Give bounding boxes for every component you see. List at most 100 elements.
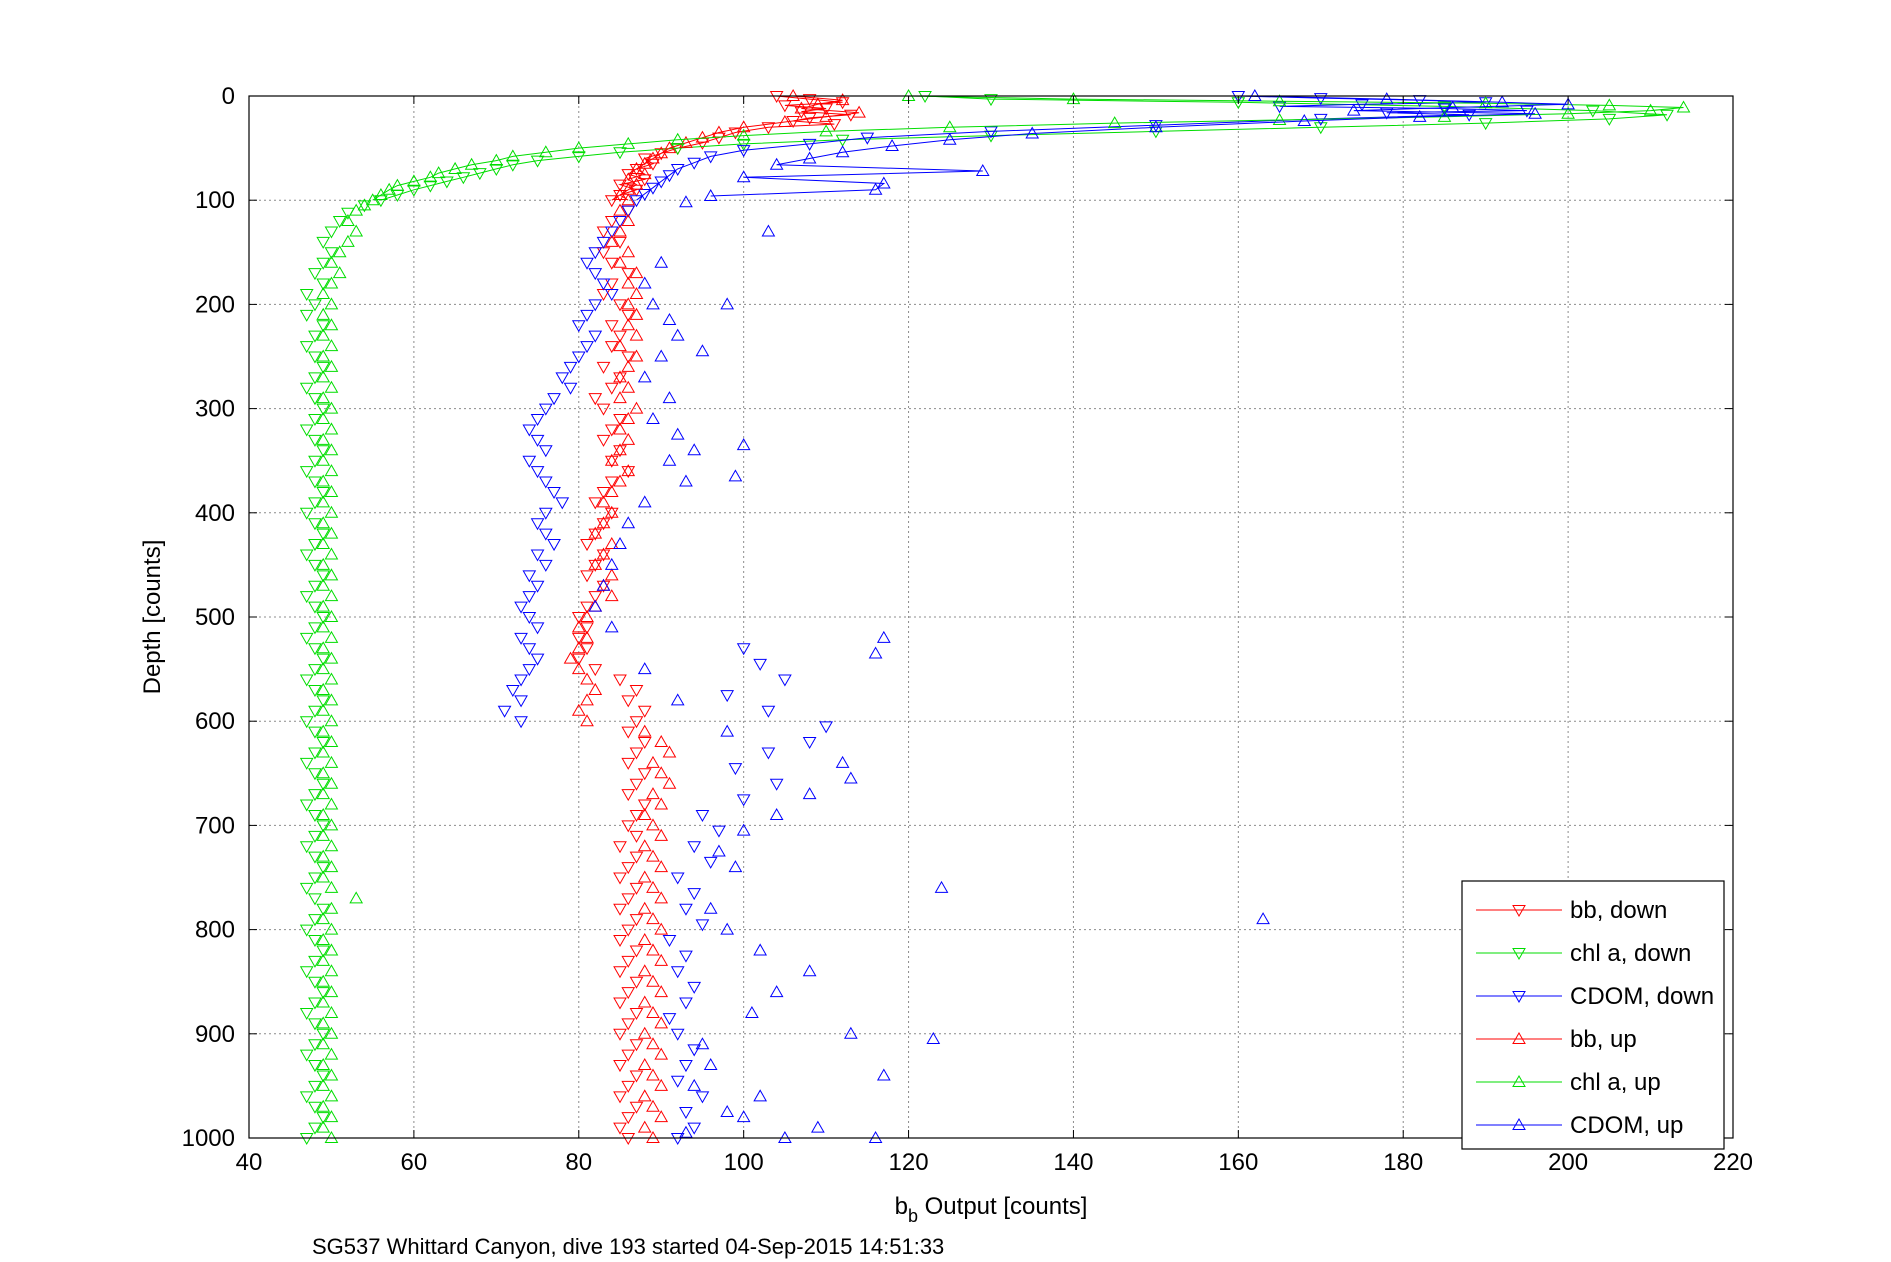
data-point bbox=[654, 797, 669, 810]
data-point bbox=[514, 601, 528, 614]
data-point bbox=[538, 445, 553, 458]
y-tick-label: 500 bbox=[195, 604, 235, 631]
data-point bbox=[728, 860, 743, 873]
data-point bbox=[703, 856, 718, 869]
data-point bbox=[588, 247, 603, 260]
data-point bbox=[1445, 100, 1460, 113]
data-point bbox=[571, 612, 586, 625]
data-point bbox=[580, 622, 594, 635]
data-point bbox=[835, 755, 850, 768]
data-point bbox=[613, 391, 627, 404]
data-point bbox=[357, 198, 372, 211]
data-point bbox=[1602, 113, 1617, 126]
legend-entry: CDOM, down bbox=[1476, 983, 1714, 1010]
data-point bbox=[621, 351, 636, 364]
data-point bbox=[522, 643, 537, 656]
data-point bbox=[588, 330, 603, 343]
data-point bbox=[621, 464, 636, 477]
data-point bbox=[646, 297, 660, 310]
data-point bbox=[819, 721, 833, 734]
data-point bbox=[637, 995, 652, 1008]
data-point bbox=[316, 557, 331, 570]
data-point bbox=[308, 1018, 322, 1031]
data-point bbox=[316, 995, 331, 1008]
data-point bbox=[736, 128, 751, 141]
data-point bbox=[613, 1091, 627, 1104]
data-point bbox=[761, 747, 776, 760]
x-tick-label: 40 bbox=[236, 1149, 263, 1176]
data-point bbox=[621, 1133, 636, 1146]
data-point bbox=[316, 486, 331, 499]
data-point bbox=[308, 497, 322, 510]
data-point bbox=[802, 94, 817, 107]
data-point bbox=[299, 716, 314, 729]
data-point bbox=[324, 359, 339, 372]
data-point bbox=[604, 288, 619, 301]
data-point bbox=[629, 684, 644, 697]
data-point bbox=[670, 328, 685, 341]
data-point bbox=[687, 981, 702, 994]
data-point bbox=[695, 919, 710, 932]
data-point bbox=[308, 351, 322, 364]
data-point bbox=[324, 247, 339, 260]
legend-label: bb, up bbox=[1570, 1026, 1637, 1053]
data-point bbox=[299, 382, 314, 395]
data-point bbox=[753, 1089, 768, 1102]
data-point bbox=[332, 216, 347, 229]
y-tick-label: 300 bbox=[195, 396, 235, 423]
data-point bbox=[621, 1049, 636, 1062]
data-point bbox=[687, 443, 702, 456]
data-point bbox=[736, 170, 751, 183]
data-point bbox=[324, 226, 339, 239]
data-point bbox=[324, 943, 339, 956]
data-point bbox=[324, 443, 339, 456]
grid bbox=[249, 96, 1733, 1138]
data-point bbox=[308, 622, 322, 635]
data-point bbox=[497, 705, 512, 718]
data-point bbox=[613, 147, 627, 160]
data-point bbox=[596, 547, 611, 560]
data-point bbox=[299, 1133, 314, 1146]
data-point bbox=[1256, 912, 1270, 925]
data-point bbox=[571, 662, 586, 675]
data-series bbox=[299, 88, 1691, 1146]
data-point bbox=[308, 1039, 322, 1052]
data-point bbox=[308, 476, 322, 489]
data-point bbox=[299, 841, 314, 854]
data-point bbox=[860, 132, 875, 145]
data-point bbox=[316, 474, 331, 487]
data-point bbox=[646, 880, 660, 893]
data-point bbox=[621, 987, 636, 1000]
data-point bbox=[646, 1037, 660, 1050]
data-point bbox=[604, 382, 619, 395]
data-point bbox=[324, 422, 339, 435]
data-point bbox=[316, 528, 331, 541]
data-point bbox=[522, 591, 537, 604]
data-point bbox=[811, 97, 825, 110]
legend-entry: bb, up bbox=[1476, 1026, 1637, 1053]
data-point bbox=[629, 177, 644, 190]
data-point bbox=[1313, 93, 1328, 106]
data-point bbox=[654, 176, 669, 189]
data-point bbox=[629, 882, 644, 895]
data-point bbox=[316, 849, 331, 862]
y-tick-label: 200 bbox=[195, 291, 235, 318]
data-point bbox=[316, 912, 331, 925]
data-point bbox=[324, 547, 339, 560]
data-point bbox=[646, 912, 660, 925]
data-point bbox=[736, 643, 751, 656]
data-point bbox=[308, 997, 322, 1010]
data-point bbox=[1313, 122, 1328, 135]
x-tick-label: 120 bbox=[889, 1149, 929, 1176]
data-point bbox=[604, 568, 619, 581]
data-point bbox=[613, 236, 627, 249]
data-point bbox=[316, 787, 331, 800]
data-point bbox=[637, 870, 652, 883]
series-line bbox=[372, 95, 1684, 201]
data-point bbox=[580, 630, 594, 643]
data-point bbox=[588, 528, 603, 541]
data-point bbox=[604, 278, 619, 291]
data-point bbox=[621, 412, 636, 425]
data-point bbox=[637, 799, 652, 812]
data-point bbox=[308, 830, 322, 843]
